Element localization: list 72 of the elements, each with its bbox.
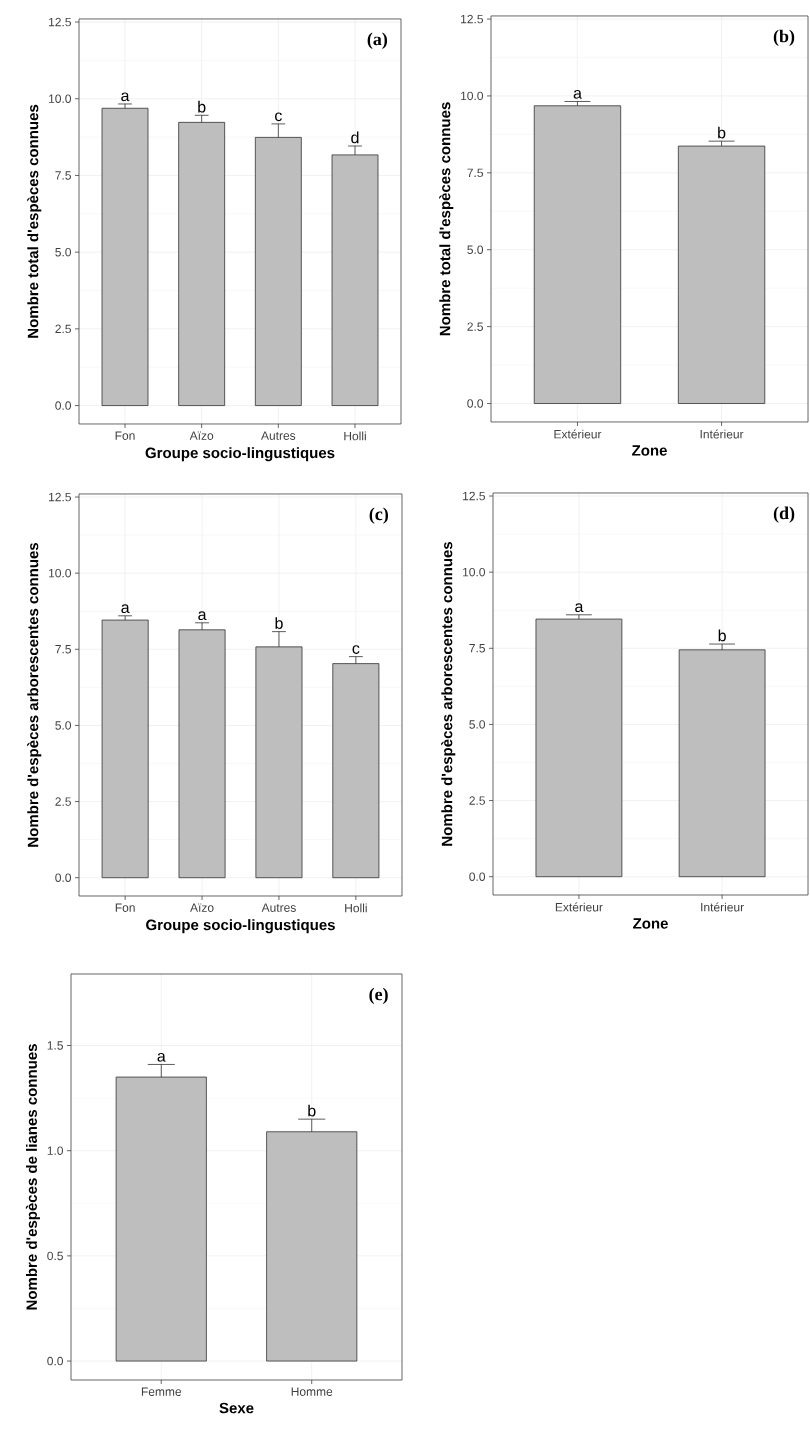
x-tick-label: Extérieur (554, 429, 602, 439)
y-tick-label: 0.0 (469, 872, 486, 881)
annotation: (a) (367, 32, 388, 49)
annotation: a (121, 92, 130, 102)
y-tick-label: 12.5 (49, 492, 71, 502)
annotation: b (275, 617, 283, 629)
x-axis-title: Zone (633, 918, 668, 929)
x-tick-label: Homme (291, 1387, 333, 1396)
y-tick-label: 2.5 (469, 796, 485, 805)
x-tick-label: Autres (261, 903, 296, 912)
annotation: b (718, 629, 726, 642)
y-tick-label: 7.5 (55, 171, 71, 180)
annotation: a (121, 604, 130, 614)
y-axis-title: Nombre d'espèces arborescentes connues (27, 542, 42, 847)
x-tick-label: Holli (344, 431, 366, 441)
annotation: c (352, 645, 360, 654)
y-tick-label: 5.0 (467, 245, 484, 254)
x-tick-label: Aïzo (190, 903, 214, 912)
annotation: a (575, 603, 584, 613)
y-tick-label: 7.5 (55, 645, 71, 654)
y-axis-title: Nombre d'espèces de lianes connues (25, 1044, 40, 1310)
y-tick-label: 2.5 (55, 797, 71, 806)
y-tick-label: 7.5 (469, 644, 485, 653)
x-axis-title: Groupe socio-lingustiques (146, 919, 335, 934)
annotation: (d) (773, 506, 795, 523)
x-tick-label: Autres (261, 431, 296, 440)
y-tick-label: 0.0 (55, 873, 72, 882)
y-tick-label: 7.5 (467, 168, 483, 178)
y-tick-label: 10.0 (461, 91, 484, 101)
x-axis-title: Zone (632, 445, 667, 456)
x-tick-label: Extérieur (555, 902, 603, 912)
x-tick-label: Holli (345, 903, 367, 913)
y-tick-label: 12.5 (49, 17, 71, 27)
y-tick-label: 0.5 (47, 1251, 63, 1261)
y-tick-label: 12.5 (461, 14, 483, 24)
x-axis-title: Groupe socio-lingustiques (145, 447, 335, 462)
bar (101, 619, 149, 879)
annotation: c (275, 112, 282, 122)
y-tick-label: 10.0 (49, 568, 72, 578)
annotation: b (718, 126, 726, 139)
y-tick-label: 0.0 (47, 1356, 64, 1366)
annotation: a (573, 90, 582, 99)
y-tick-label: 1.5 (47, 1041, 63, 1050)
y-axis-title: Nombre total d'espèces connues (27, 104, 42, 338)
x-axis-title: Sexe (219, 1402, 254, 1414)
annotation: a (198, 611, 207, 621)
y-tick-label: 1.0 (47, 1146, 64, 1155)
y-tick-label: 5.0 (55, 721, 72, 730)
y-tick-label: 10.0 (463, 567, 486, 577)
annotation: d (351, 131, 359, 144)
x-tick-label: Femme (141, 1387, 182, 1396)
y-tick-label: 2.5 (55, 324, 71, 334)
y-axis-title: Nombre d'espèces arborescentes connues (441, 541, 456, 846)
x-tick-label: Fon (115, 431, 135, 440)
y-tick-label: 12.5 (463, 491, 485, 501)
annotation: (c) (369, 507, 389, 524)
annotation: (b) (773, 29, 795, 46)
y-tick-label: 0.0 (55, 401, 72, 410)
x-tick-label: Fon (115, 903, 135, 912)
y-tick-label: 2.5 (467, 322, 483, 331)
y-tick-label: 5.0 (55, 247, 72, 257)
y-tick-label: 5.0 (469, 720, 486, 729)
annotation: b (308, 1104, 316, 1117)
annotation: (e) (369, 987, 388, 1004)
x-tick-label: Aïzo (189, 431, 214, 440)
y-axis-title: Nombre total d'espèces connues (439, 102, 454, 336)
x-tick-label: Intérieur (700, 429, 744, 439)
annotation: b (198, 100, 206, 113)
y-tick-label: 0.0 (467, 399, 484, 408)
y-tick-label: 10.0 (49, 94, 72, 103)
annotation: a (157, 1052, 166, 1062)
x-tick-label: Intérieur (701, 902, 744, 912)
